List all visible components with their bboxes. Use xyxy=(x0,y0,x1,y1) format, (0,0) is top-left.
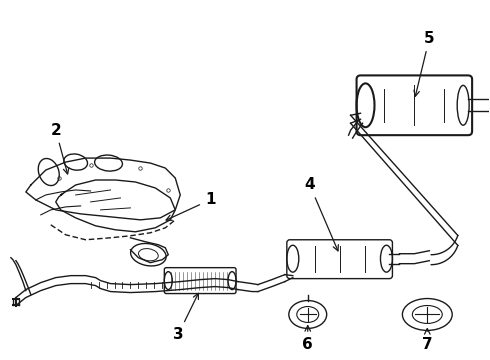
Text: 4: 4 xyxy=(304,177,339,251)
Text: 2: 2 xyxy=(50,123,69,174)
Text: 1: 1 xyxy=(166,193,216,220)
Text: 6: 6 xyxy=(302,326,313,352)
Text: 3: 3 xyxy=(173,293,198,342)
Text: 5: 5 xyxy=(414,31,435,96)
Text: 7: 7 xyxy=(422,329,433,352)
